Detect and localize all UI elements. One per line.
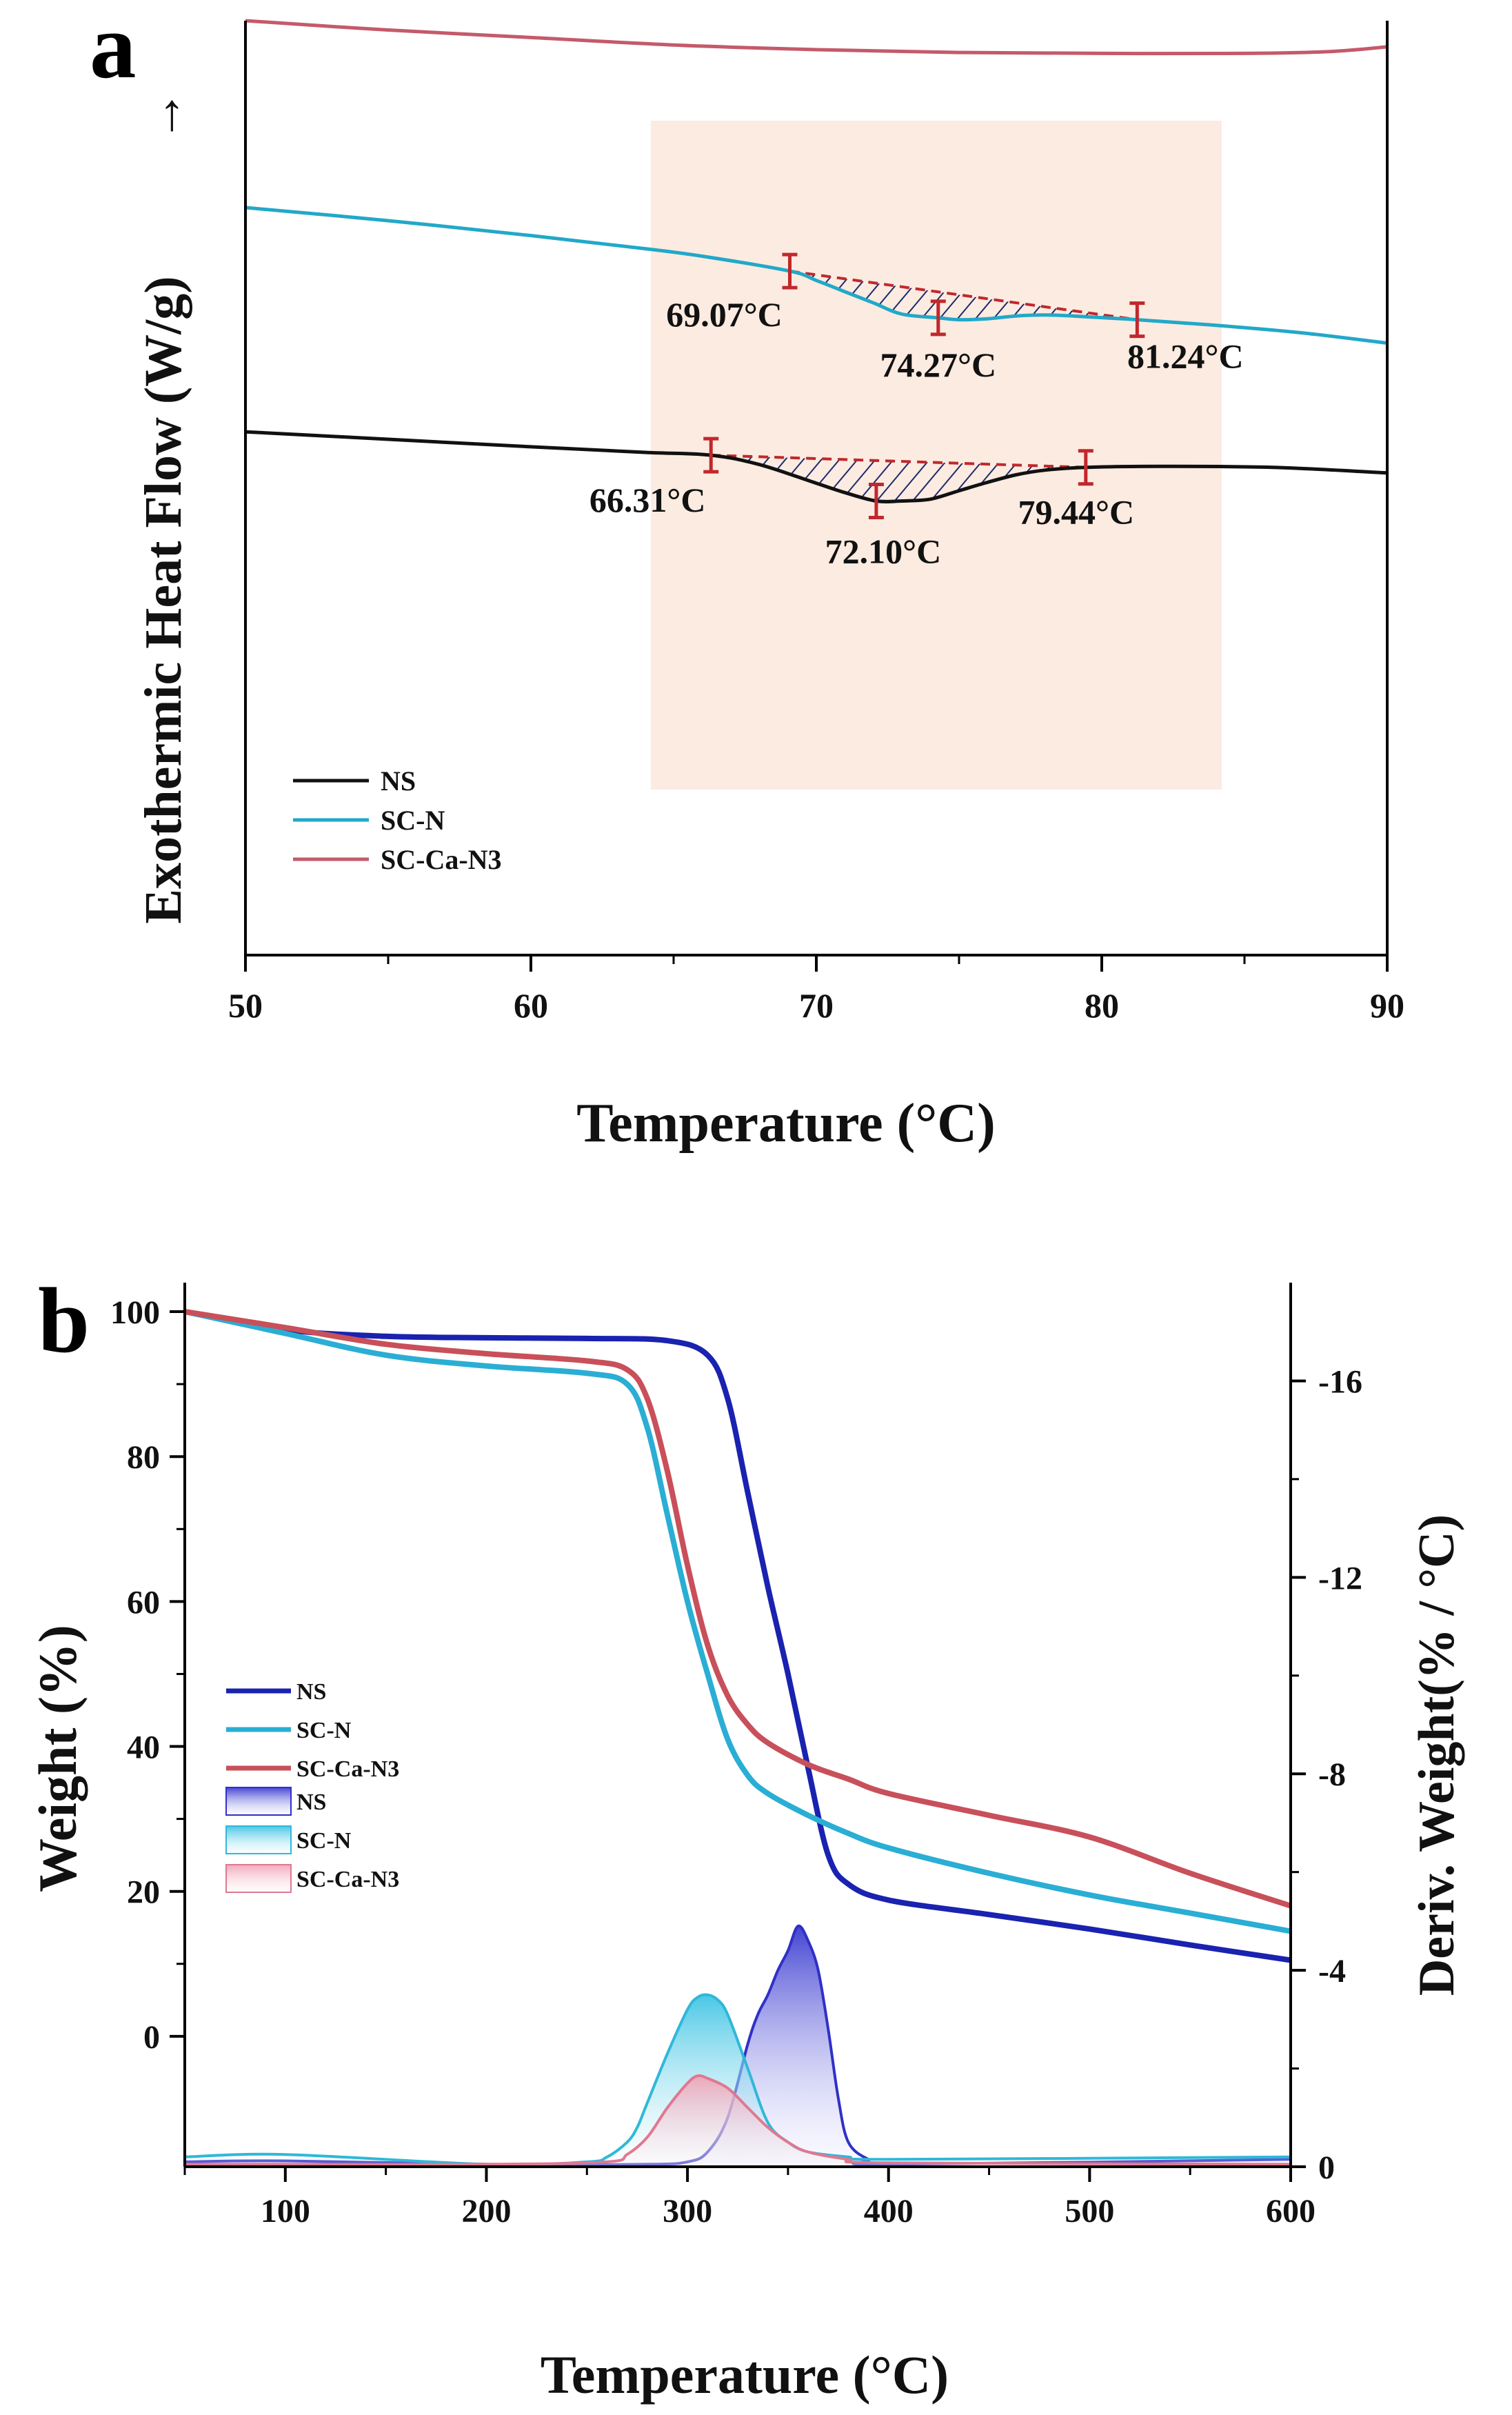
y-tick-label-b-right: -8 bbox=[1318, 1756, 1346, 1793]
hatched-regions bbox=[711, 271, 1138, 501]
deriv-line-sc-ca-n3 bbox=[184, 2074, 1291, 2166]
series-line-sc-ca-n3 bbox=[245, 19, 1388, 56]
annotation-label: 74.27°C bbox=[880, 345, 996, 384]
legend-label-weight-sc-ca-n3: SC-Ca-N3 bbox=[296, 1756, 399, 1782]
legend-swatch-deriv-sc-n bbox=[225, 1825, 292, 1854]
y-tick-label-b-right: -16 bbox=[1318, 1363, 1362, 1400]
heat-flow-lines bbox=[245, 19, 1388, 503]
y-axis-title-b-right-group: Deriv. Weight(% / °C) bbox=[1409, 1514, 1465, 1996]
temperature-annotations: 69.07°C 74.27°C 81.24°C 66.31°C 72.10°C 79.44… bbox=[589, 295, 1244, 570]
x-tick-label-b: 100 bbox=[261, 2193, 310, 2229]
y-tick-label-b-left: 60 bbox=[127, 1584, 160, 1621]
annotation-label: 69.07°C bbox=[666, 295, 783, 334]
x-tick-label-a: 70 bbox=[799, 986, 834, 1025]
x-tick-label-b: 600 bbox=[1266, 2193, 1316, 2229]
baseline-dashes bbox=[711, 270, 1138, 469]
x-tick-label-b: 500 bbox=[1065, 2193, 1114, 2229]
weight-line-ns bbox=[184, 1309, 1291, 1963]
legend-label-deriv-sc-ca-n3: SC-Ca-N3 bbox=[296, 1867, 399, 1892]
legend-label-weight-sc-n: SC-N bbox=[296, 1718, 352, 1743]
panel-b: 100 200 300 400 500 6000204060801000-4-8-12-1… bbox=[28, 1270, 1465, 2405]
annotation-label: 72.10°C bbox=[825, 532, 942, 570]
y-axis-title-b-right: Deriv. Weight(% / °C) bbox=[1409, 1514, 1465, 1996]
hatched-region-sc-n bbox=[789, 271, 1138, 320]
legend-label-sc-ca-n3: SC-Ca-N3 bbox=[381, 844, 502, 875]
annotation-label: 66.31°C bbox=[589, 481, 706, 519]
legend-swatch-deriv-ns bbox=[225, 1787, 292, 1816]
y-tick-label-b-right: 0 bbox=[1318, 2150, 1335, 2186]
derivative-areas bbox=[184, 1924, 1291, 2167]
weight-line-sc-n bbox=[184, 1309, 1291, 1934]
y-axis-title-a: Exothermic Heat Flow (W/g) bbox=[134, 276, 192, 923]
panel-a: 69.07°C 74.27°C 81.24°C 66.31°C 72.10°C 79.44… bbox=[90, 0, 1404, 1154]
y-tick-label-b-left: 20 bbox=[127, 1874, 160, 1911]
x-tick-label-b: 300 bbox=[663, 2193, 712, 2229]
weight-lines bbox=[184, 1309, 1292, 1963]
annotation-label: 81.24°C bbox=[1127, 337, 1244, 376]
x-ticks-a: 50 60 70 80 90 bbox=[228, 955, 1404, 1025]
legend-b: NS SC-N SC-Ca-N3 NS SC-N SC-Ca-N3 bbox=[225, 1679, 399, 1893]
y-tick-label-b-left: 40 bbox=[127, 1730, 160, 1766]
legend-swatch-deriv-sc-ca-n3 bbox=[225, 1864, 292, 1893]
legend-a: NS SC-N SC-Ca-N3 bbox=[293, 765, 502, 875]
deriv-area-sc-ca-n3 bbox=[185, 2075, 1291, 2167]
hatched-region-ns bbox=[711, 455, 1086, 501]
y-tick-label-b-left: 100 bbox=[110, 1294, 160, 1331]
axes-b bbox=[183, 1283, 1292, 2168]
y-tick-label-b-left: 80 bbox=[127, 1439, 160, 1476]
series-line-ns bbox=[245, 430, 1388, 503]
x-axis-title-b: Temperature (°C) bbox=[541, 2345, 949, 2405]
ticks-b: 100 200 300 400 500 6000204060801000-4-8-12-1… bbox=[110, 1294, 1362, 2229]
x-tick-label-a: 90 bbox=[1370, 986, 1404, 1025]
x-tick-label-b: 200 bbox=[461, 2193, 511, 2229]
y-tick-label-b-left: 0 bbox=[143, 2019, 160, 2056]
y-axis-arrow-a-group: → bbox=[134, 90, 192, 142]
x-tick-label-a: 80 bbox=[1085, 986, 1119, 1025]
y-axis-title-b-left-group: Weight (%) bbox=[28, 1625, 88, 1892]
y-axis-arrow-a: → bbox=[134, 90, 192, 142]
x-tick-label-a: 60 bbox=[514, 986, 548, 1025]
y-tick-label-b-right: -4 bbox=[1318, 1953, 1346, 1990]
series-line-sc-n bbox=[245, 206, 1388, 345]
deriv-area-sc-n bbox=[185, 1994, 1291, 2167]
baseline-dash-sc-n bbox=[789, 270, 1138, 321]
y-axis-title-b-left: Weight (%) bbox=[28, 1625, 88, 1892]
x-tick-label-b: 400 bbox=[864, 2193, 914, 2229]
legend-label-weight-ns: NS bbox=[296, 1679, 326, 1705]
weight-line-sc-ca-n3 bbox=[184, 1309, 1292, 1909]
y-tick-label-b-right: -12 bbox=[1318, 1560, 1362, 1596]
panel-label-a: a bbox=[90, 0, 137, 98]
annotation-markers bbox=[703, 252, 1145, 519]
panel-label-b: b bbox=[38, 1270, 90, 1372]
y-axis-title-a-group: Exothermic Heat Flow (W/g) bbox=[134, 276, 192, 923]
legend-label-ns: NS bbox=[381, 765, 416, 796]
legend-label-deriv-ns: NS bbox=[296, 1790, 326, 1815]
x-axis-title-a: Temperature (°C) bbox=[576, 1093, 995, 1154]
legend-label-deriv-sc-n: SC-N bbox=[296, 1828, 352, 1854]
legend-label-sc-n: SC-N bbox=[381, 805, 445, 836]
x-tick-label-a: 50 bbox=[228, 986, 263, 1025]
annotation-label: 79.44°C bbox=[1018, 493, 1135, 532]
